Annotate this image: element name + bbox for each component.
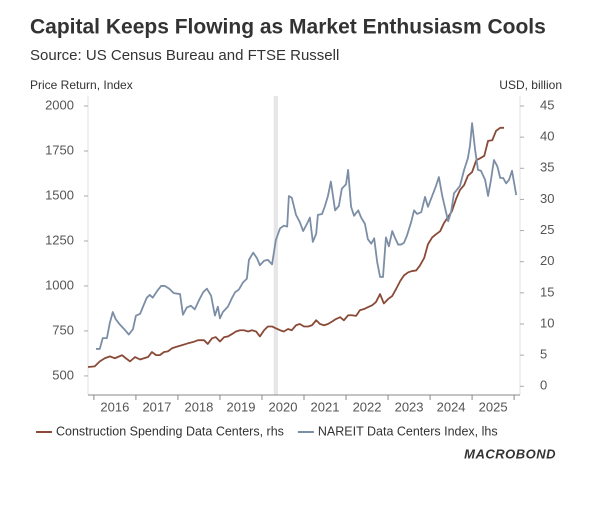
- y2-tick-label: 25: [540, 222, 554, 237]
- chart-title: Capital Keeps Flowing as Market Enthusia…: [30, 16, 546, 39]
- x-tick-label: 2023: [395, 399, 424, 414]
- x-tick-label: 2020: [269, 399, 298, 414]
- x-tick-label: 2025: [479, 399, 508, 414]
- y-axis-title: Price Return, Index: [30, 78, 133, 92]
- series-line: [87, 126, 505, 368]
- y-tick-label: 1500: [45, 187, 74, 202]
- y2-tick-label: 40: [540, 129, 554, 144]
- chart-subtitle: Source: US Census Bureau and FTSE Russel…: [30, 47, 339, 64]
- y-tick-label: 500: [52, 367, 74, 382]
- y2-tick-label: 20: [540, 253, 554, 268]
- x-tick-label: 2024: [437, 399, 466, 414]
- y2-tick-label: 35: [540, 160, 554, 175]
- y2-tick-label: 5: [540, 347, 547, 362]
- y-tick-label: 2000: [45, 97, 74, 112]
- y2-tick-label: 15: [540, 284, 554, 299]
- x-tick-label: 2018: [184, 399, 213, 414]
- y2-axis-title: USD, billion: [499, 78, 562, 92]
- x-tick-label: 2021: [311, 399, 340, 414]
- x-tick-label: 2017: [142, 399, 171, 414]
- y2-tick-label: 30: [540, 191, 554, 206]
- y-tick-label: 750: [52, 322, 74, 337]
- y2-tick-label: 45: [540, 97, 554, 112]
- logo: MACROBOND: [464, 446, 556, 461]
- x-tick-label: 2016: [100, 399, 129, 414]
- y2-tick-label: 0: [540, 378, 547, 393]
- y2-tick-label: 10: [540, 315, 554, 330]
- y-tick-label: 1750: [45, 142, 74, 157]
- y-tick-label: 1250: [45, 232, 74, 247]
- legend-label: Construction Spending Data Centers, rhs: [56, 424, 284, 438]
- y-tick-label: 1000: [45, 277, 74, 292]
- x-tick-label: 2022: [353, 399, 382, 414]
- series-line: [95, 122, 518, 350]
- legend-label: NAREIT Data Centers Index, lhs: [318, 424, 498, 438]
- x-tick-label: 2019: [227, 399, 256, 414]
